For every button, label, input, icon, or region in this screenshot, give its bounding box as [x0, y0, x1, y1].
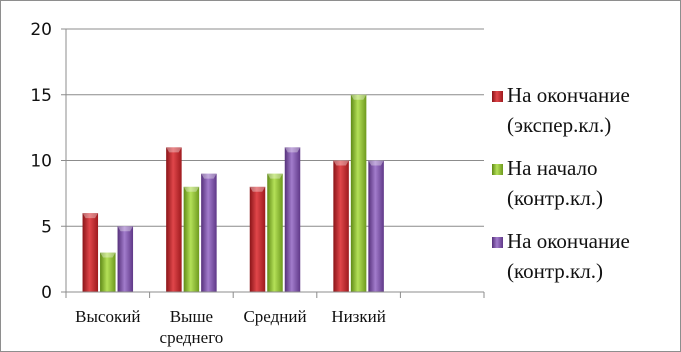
legend-label: (контр.кл.) [507, 186, 603, 210]
bar [333, 160, 349, 292]
bar [82, 213, 99, 292]
x-tick-label: Высокий [75, 307, 140, 326]
bar [166, 147, 182, 292]
bar [350, 94, 367, 292]
legend-swatch [492, 237, 503, 248]
y-tick-label: 0 [41, 283, 52, 303]
y-tick-label: 20 [30, 20, 52, 40]
legend-label: На окончание [507, 229, 630, 253]
bar [100, 252, 116, 292]
x-tick-label: Выше [170, 307, 213, 326]
legend-label: На начало [507, 156, 598, 180]
y-tick-label: 10 [30, 152, 52, 172]
bar [183, 186, 200, 292]
legend-item: На окончание (контр.кл.) [492, 229, 630, 283]
x-tick-label: Низкий [331, 307, 386, 326]
y-tick-label: 5 [41, 217, 52, 237]
bar [117, 226, 134, 292]
bar [201, 173, 217, 292]
legend-item: На окончание (экспер.кл.) [492, 83, 630, 137]
legend-item: На начало (контр.кл.) [492, 156, 603, 210]
legend-label: (экспер.кл.) [507, 113, 611, 137]
legend-swatch [492, 91, 503, 102]
legend-label: (контр.кл.) [507, 259, 603, 283]
x-tick-label: Средний [243, 307, 306, 326]
bar [249, 186, 266, 292]
legend-swatch [492, 164, 503, 175]
x-tick-label: среднего [160, 328, 224, 347]
legend-label: На окончание [507, 83, 630, 107]
bar [368, 160, 384, 292]
y-tick-label: 15 [30, 86, 52, 106]
bar [267, 173, 283, 292]
bar [284, 147, 301, 292]
